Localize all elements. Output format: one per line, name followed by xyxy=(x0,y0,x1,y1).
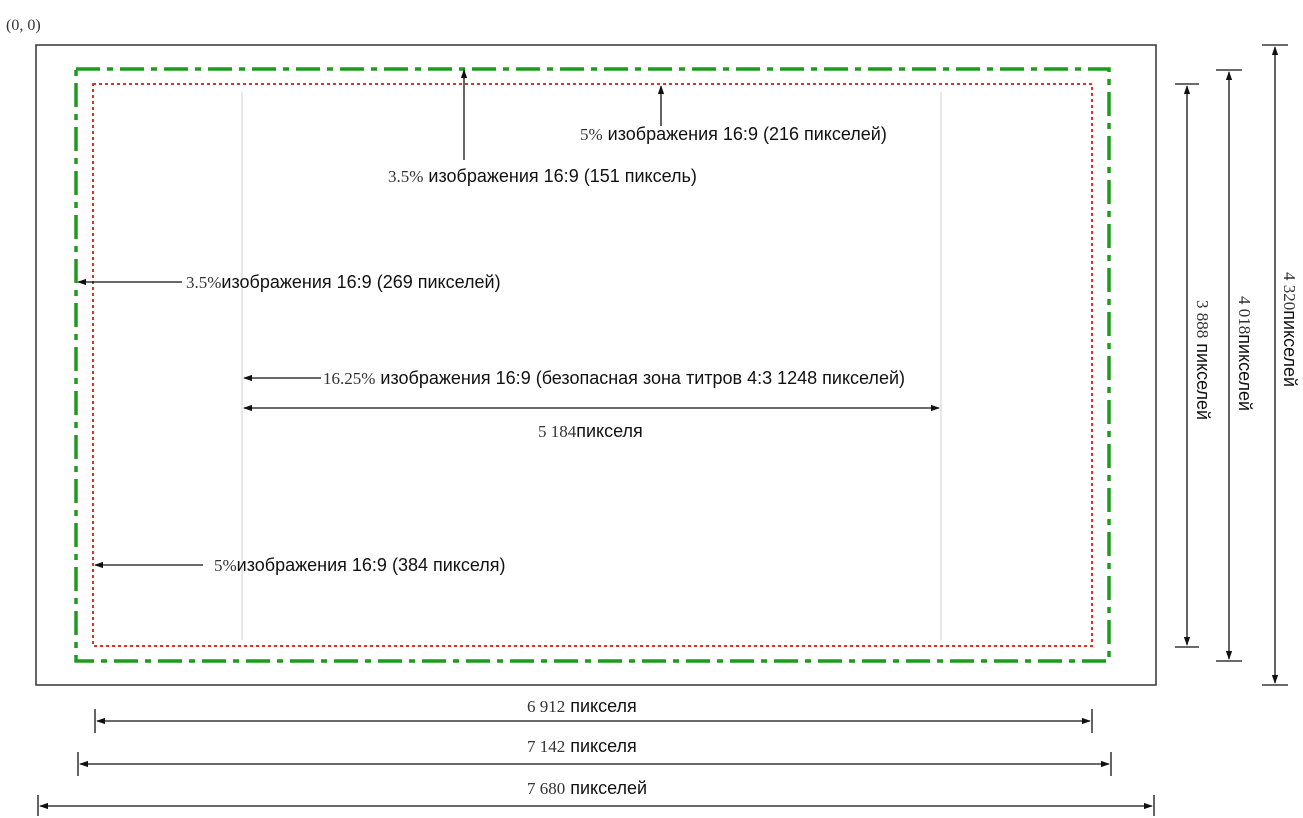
full-frame xyxy=(35,44,1157,686)
label-left-action-safe: 3.5%изображения 16:9 (269 пикселей) xyxy=(186,272,501,292)
label-left-title-safe: 5%изображения 16:9 (384 пикселя) xyxy=(214,555,506,575)
dimension-bottom-6912: 6 912 пикселя xyxy=(94,696,1093,733)
label-center-width: 5 184пикселя xyxy=(538,421,643,441)
action-safe-area xyxy=(74,67,1111,663)
label-top-title-safe: 5% изображения 16:9 (216 пикселей) xyxy=(580,124,887,144)
label-top-action-safe: 3.5% изображения 16:9 (151 пиксель) xyxy=(388,166,697,186)
dimension-right-4018: 4 018пикселей xyxy=(1216,69,1255,662)
title-safe-area xyxy=(92,83,1093,647)
svg-text:4 320пикселей: 4 320пикселей xyxy=(1280,272,1300,387)
dimension-right-4320: 4 320пикселей xyxy=(1262,44,1300,686)
dimension-bottom-7680: 7 680 пикселей xyxy=(37,778,1155,816)
origin-label: (0, 0) xyxy=(6,17,41,34)
svg-text:6 912 пикселя: 6 912 пикселя xyxy=(527,696,637,716)
label-center-4x3: 16.25% изображения 16:9 (безопасная зона… xyxy=(323,368,905,388)
svg-text:7 142 пикселя: 7 142 пикселя xyxy=(527,736,637,756)
dimension-right-3888: 3 888 пикселей xyxy=(1175,83,1213,648)
dimension-bottom-7142: 7 142 пикселя xyxy=(77,736,1112,776)
svg-text:4 018пикселей: 4 018пикселей xyxy=(1235,296,1255,411)
svg-text:7 680 пикселей: 7 680 пикселей xyxy=(527,778,647,798)
svg-text:3 888 пикселей: 3 888 пикселей xyxy=(1193,300,1213,420)
